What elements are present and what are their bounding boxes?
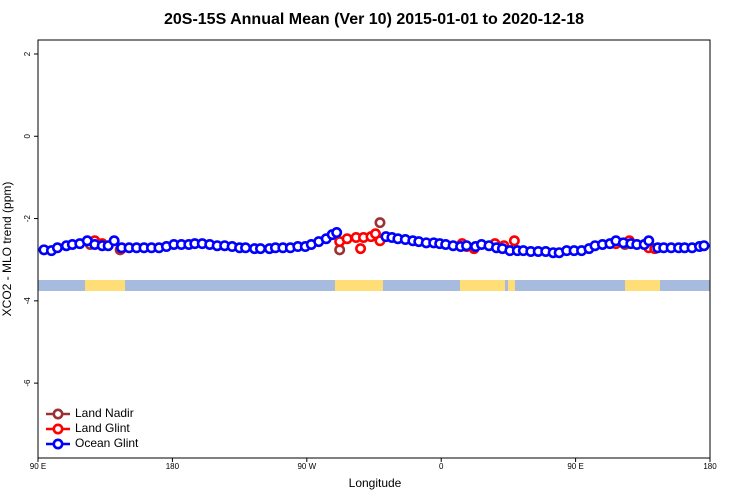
y-tick-label: 2	[23, 51, 32, 56]
y-tick-label: -2	[23, 214, 32, 222]
x-tick-label: 90 E	[567, 462, 583, 471]
y-tick-label: -6	[23, 379, 32, 387]
legend-label: Land Nadir	[75, 406, 134, 420]
legend-label: Ocean Glint	[75, 436, 139, 450]
point	[331, 227, 343, 239]
legend-marker	[52, 423, 64, 435]
point	[643, 235, 655, 247]
point	[461, 240, 473, 252]
point	[255, 243, 267, 255]
point	[108, 235, 120, 247]
point	[51, 242, 63, 254]
y-tick-label: -4	[23, 297, 32, 305]
y-axis-label: XCO2 - MLO trend (ppm)	[0, 182, 14, 317]
point	[374, 217, 386, 229]
chart-title: 20S-15S Annual Mean (Ver 10) 2015-01-01 …	[164, 11, 584, 28]
x-axis-label: Longitude	[349, 476, 402, 490]
point	[698, 240, 710, 252]
point	[240, 242, 252, 254]
legend-marker	[52, 438, 64, 450]
point	[341, 233, 353, 245]
series	[38, 227, 710, 259]
x-tick-label: 180	[703, 462, 717, 471]
x-tick-label: 90 E	[30, 462, 46, 471]
legend-label: Land Glint	[75, 421, 130, 435]
land-ocean-band	[38, 280, 710, 291]
point	[355, 243, 367, 255]
legend-marker	[52, 408, 64, 420]
x-tick-label: 90 W	[297, 462, 316, 471]
y-tick-label: 0	[23, 133, 32, 138]
x-tick-label: 180	[166, 462, 180, 471]
point	[508, 235, 520, 247]
x-tick-label: 0	[439, 462, 444, 471]
plot-frame	[37, 39, 711, 459]
